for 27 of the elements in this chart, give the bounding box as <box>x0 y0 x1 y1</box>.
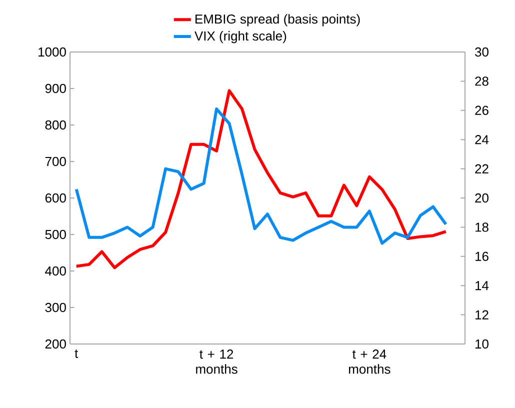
y-tick-label: 300 <box>45 302 66 312</box>
y-tick-label: 700 <box>45 156 66 166</box>
y2-tick-label: 16 <box>476 252 488 261</box>
y-tick-label: 500 <box>45 230 66 240</box>
y2-tick-label: 10 <box>476 339 488 349</box>
legend-label: VIX (right scale) <box>194 31 286 44</box>
y-tick-label: 800 <box>45 120 66 130</box>
y2-tick-label: 26 <box>475 106 488 115</box>
x-tick-label: t <box>74 350 78 358</box>
y2-tick-label: 14 <box>476 281 489 290</box>
y2-tick-label: 22 <box>475 164 488 174</box>
y-tick-label: 200 <box>45 339 66 349</box>
y2-tick-label: 24 <box>475 135 489 144</box>
y2-tick-label: 18 <box>476 222 488 232</box>
y-tick-label: 900 <box>45 84 66 94</box>
line-series <box>74 107 448 245</box>
x-tick-label: t + 12 months <box>196 350 238 374</box>
legend-label: EMBIG spread (basis points) <box>196 14 360 26</box>
x-tick-label: t + 24 months <box>348 350 390 374</box>
y2-tick-label: 12 <box>476 310 488 320</box>
y-tick-label: 600 <box>45 193 66 203</box>
y-tick-label: 1000 <box>38 47 66 57</box>
y2-tick-label: 30 <box>475 47 488 57</box>
y-tick-label: 400 <box>45 266 66 276</box>
y2-tick-label: 28 <box>475 76 488 86</box>
line-series <box>74 89 448 270</box>
y2-tick-label: 20 <box>475 193 488 203</box>
